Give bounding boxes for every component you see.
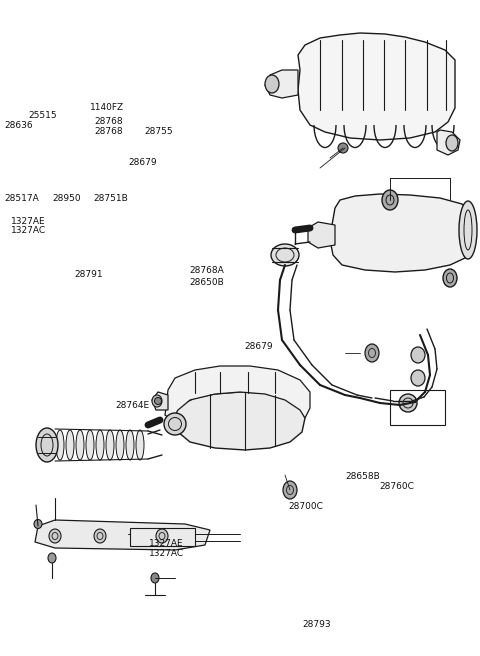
Polygon shape bbox=[308, 222, 335, 248]
Text: 28679: 28679 bbox=[245, 342, 274, 351]
Ellipse shape bbox=[338, 143, 348, 153]
Ellipse shape bbox=[399, 394, 417, 412]
Polygon shape bbox=[437, 130, 460, 155]
Bar bbox=[130, 528, 195, 546]
Ellipse shape bbox=[34, 520, 42, 529]
Text: 1327AE: 1327AE bbox=[149, 539, 183, 548]
Text: 28658B: 28658B bbox=[346, 472, 380, 481]
Text: 1327AC: 1327AC bbox=[149, 548, 184, 558]
Ellipse shape bbox=[76, 430, 84, 460]
Bar bbox=[390, 390, 445, 425]
Text: 28755: 28755 bbox=[144, 127, 173, 136]
Ellipse shape bbox=[382, 190, 398, 210]
Ellipse shape bbox=[265, 75, 279, 93]
Text: 1327AC: 1327AC bbox=[11, 226, 46, 236]
Text: 28764E: 28764E bbox=[115, 401, 149, 410]
Text: 25515: 25515 bbox=[29, 111, 58, 120]
Ellipse shape bbox=[94, 529, 106, 543]
Ellipse shape bbox=[411, 347, 425, 363]
Text: 28636: 28636 bbox=[5, 121, 34, 131]
Text: 28751B: 28751B bbox=[94, 194, 128, 203]
Text: 28760C: 28760C bbox=[379, 482, 414, 491]
Text: 28679: 28679 bbox=[129, 158, 157, 167]
Polygon shape bbox=[175, 392, 305, 450]
Ellipse shape bbox=[36, 428, 58, 462]
Ellipse shape bbox=[126, 430, 134, 460]
Polygon shape bbox=[35, 520, 210, 550]
Ellipse shape bbox=[56, 430, 64, 460]
Ellipse shape bbox=[136, 430, 144, 460]
Text: 1140FZ: 1140FZ bbox=[90, 103, 124, 112]
Text: 28768: 28768 bbox=[94, 127, 123, 136]
Text: 28950: 28950 bbox=[53, 194, 82, 203]
Text: 28793: 28793 bbox=[302, 620, 331, 629]
Ellipse shape bbox=[283, 481, 297, 499]
Text: 1327AE: 1327AE bbox=[11, 216, 45, 226]
Ellipse shape bbox=[156, 529, 168, 543]
Polygon shape bbox=[330, 194, 472, 272]
Ellipse shape bbox=[164, 413, 186, 435]
Text: 28517A: 28517A bbox=[5, 194, 39, 203]
Ellipse shape bbox=[443, 269, 457, 287]
Polygon shape bbox=[165, 366, 310, 420]
Ellipse shape bbox=[66, 430, 74, 460]
Text: 28700C: 28700C bbox=[288, 502, 323, 511]
Ellipse shape bbox=[106, 430, 114, 460]
Ellipse shape bbox=[151, 573, 159, 583]
Ellipse shape bbox=[96, 430, 104, 460]
Ellipse shape bbox=[49, 529, 61, 543]
Text: 28768: 28768 bbox=[94, 117, 123, 126]
Ellipse shape bbox=[459, 201, 477, 259]
Ellipse shape bbox=[152, 395, 162, 407]
Polygon shape bbox=[152, 392, 168, 410]
Ellipse shape bbox=[365, 344, 379, 362]
Ellipse shape bbox=[446, 135, 458, 151]
Polygon shape bbox=[298, 33, 455, 140]
Ellipse shape bbox=[411, 370, 425, 386]
Polygon shape bbox=[265, 70, 298, 98]
Text: 28791: 28791 bbox=[74, 270, 103, 279]
Ellipse shape bbox=[48, 553, 56, 563]
Ellipse shape bbox=[271, 244, 299, 266]
Text: 28650B: 28650B bbox=[190, 277, 224, 287]
Ellipse shape bbox=[116, 430, 124, 460]
Ellipse shape bbox=[155, 398, 161, 405]
Ellipse shape bbox=[86, 430, 94, 460]
Text: 28768A: 28768A bbox=[190, 266, 224, 276]
